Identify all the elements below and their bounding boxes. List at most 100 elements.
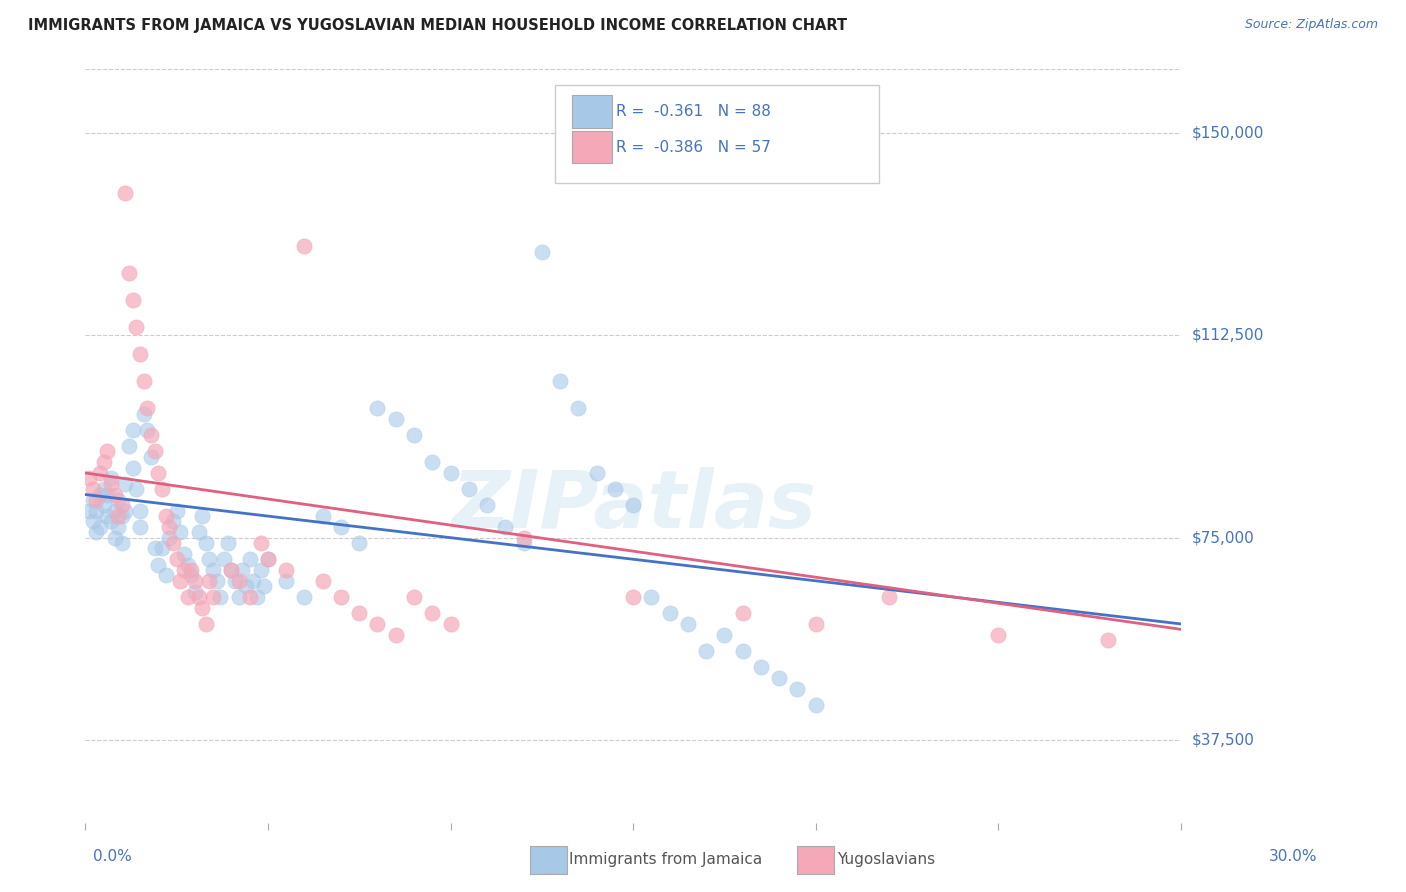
Point (212, 552, 235, 566)
Text: Source: ZipAtlas.com: Source: ZipAtlas.com (1244, 18, 1378, 31)
Point (148, 558, 170, 572)
Point (100, 515, 122, 529)
Point (1097, 633, 1119, 648)
Point (169, 525, 191, 540)
Point (621, 590, 644, 604)
Point (202, 590, 225, 604)
Point (155, 568, 177, 582)
Point (103, 487, 125, 501)
Point (366, 617, 388, 632)
Point (330, 520, 353, 534)
Point (111, 499, 134, 513)
Point (107, 509, 129, 524)
Point (139, 450, 162, 464)
Point (157, 531, 180, 545)
Point (96, 509, 118, 524)
Point (107, 492, 129, 507)
Point (439, 466, 461, 480)
Point (209, 590, 232, 604)
Point (162, 515, 184, 529)
Point (89, 520, 111, 534)
Point (96, 487, 118, 501)
Point (157, 520, 180, 534)
Point (93, 482, 115, 496)
Point (640, 590, 662, 604)
Point (93, 499, 115, 513)
Point (132, 407, 155, 421)
Point (276, 574, 298, 588)
Point (173, 563, 195, 577)
Point (103, 531, 125, 545)
Point (205, 574, 228, 588)
Point (221, 563, 243, 577)
Text: R =  -0.386   N = 57: R = -0.386 N = 57 (616, 140, 770, 154)
Point (242, 574, 264, 588)
Point (249, 563, 271, 577)
Point (253, 579, 276, 593)
Point (347, 536, 370, 550)
Point (114, 504, 136, 518)
Point (585, 466, 607, 480)
Text: ZIPatlas: ZIPatlas (451, 467, 815, 545)
Point (77, 471, 100, 485)
Point (191, 600, 214, 615)
Point (166, 552, 188, 566)
Text: $37,500: $37,500 (1192, 732, 1256, 747)
Point (235, 579, 257, 593)
Point (548, 374, 571, 388)
Point (246, 590, 269, 604)
Point (84, 504, 107, 518)
Point (221, 563, 243, 577)
Point (114, 186, 136, 200)
Point (96, 444, 118, 458)
Text: 30.0%: 30.0% (1270, 849, 1317, 863)
Point (121, 460, 143, 475)
Text: $150,000: $150,000 (1192, 126, 1264, 141)
Point (804, 617, 827, 632)
Point (93, 455, 115, 469)
Point (457, 482, 479, 496)
Point (695, 644, 717, 658)
Point (111, 536, 134, 550)
Point (676, 617, 699, 632)
Point (125, 320, 148, 334)
Point (139, 428, 162, 442)
Point (228, 590, 250, 604)
Point (494, 520, 516, 534)
Point (224, 574, 246, 588)
Point (136, 401, 159, 416)
Point (294, 590, 316, 604)
Point (176, 590, 198, 604)
Point (129, 347, 152, 361)
Point (89, 487, 111, 501)
Point (621, 499, 644, 513)
Point (198, 552, 221, 566)
Point (143, 541, 166, 556)
Text: $75,000: $75,000 (1192, 530, 1254, 545)
Point (420, 455, 443, 469)
Point (180, 568, 202, 582)
Point (512, 531, 534, 545)
Point (987, 628, 1010, 642)
Point (121, 293, 143, 308)
Point (143, 444, 166, 458)
Point (512, 536, 534, 550)
Point (347, 606, 370, 620)
Point (217, 536, 239, 550)
Point (731, 606, 754, 620)
Point (118, 439, 141, 453)
Point (103, 504, 125, 518)
Point (239, 590, 262, 604)
Point (150, 541, 173, 556)
Point (384, 628, 406, 642)
Text: IMMIGRANTS FROM JAMAICA VS YUGOSLAVIAN MEDIAN HOUSEHOLD INCOME CORRELATION CHART: IMMIGRANTS FROM JAMAICA VS YUGOSLAVIAN M… (28, 18, 848, 33)
Point (166, 504, 188, 518)
Point (249, 536, 271, 550)
Point (84, 492, 107, 507)
Point (136, 423, 159, 437)
Point (877, 590, 900, 604)
Point (439, 617, 461, 632)
Point (603, 482, 626, 496)
Point (129, 520, 152, 534)
Point (749, 660, 772, 674)
